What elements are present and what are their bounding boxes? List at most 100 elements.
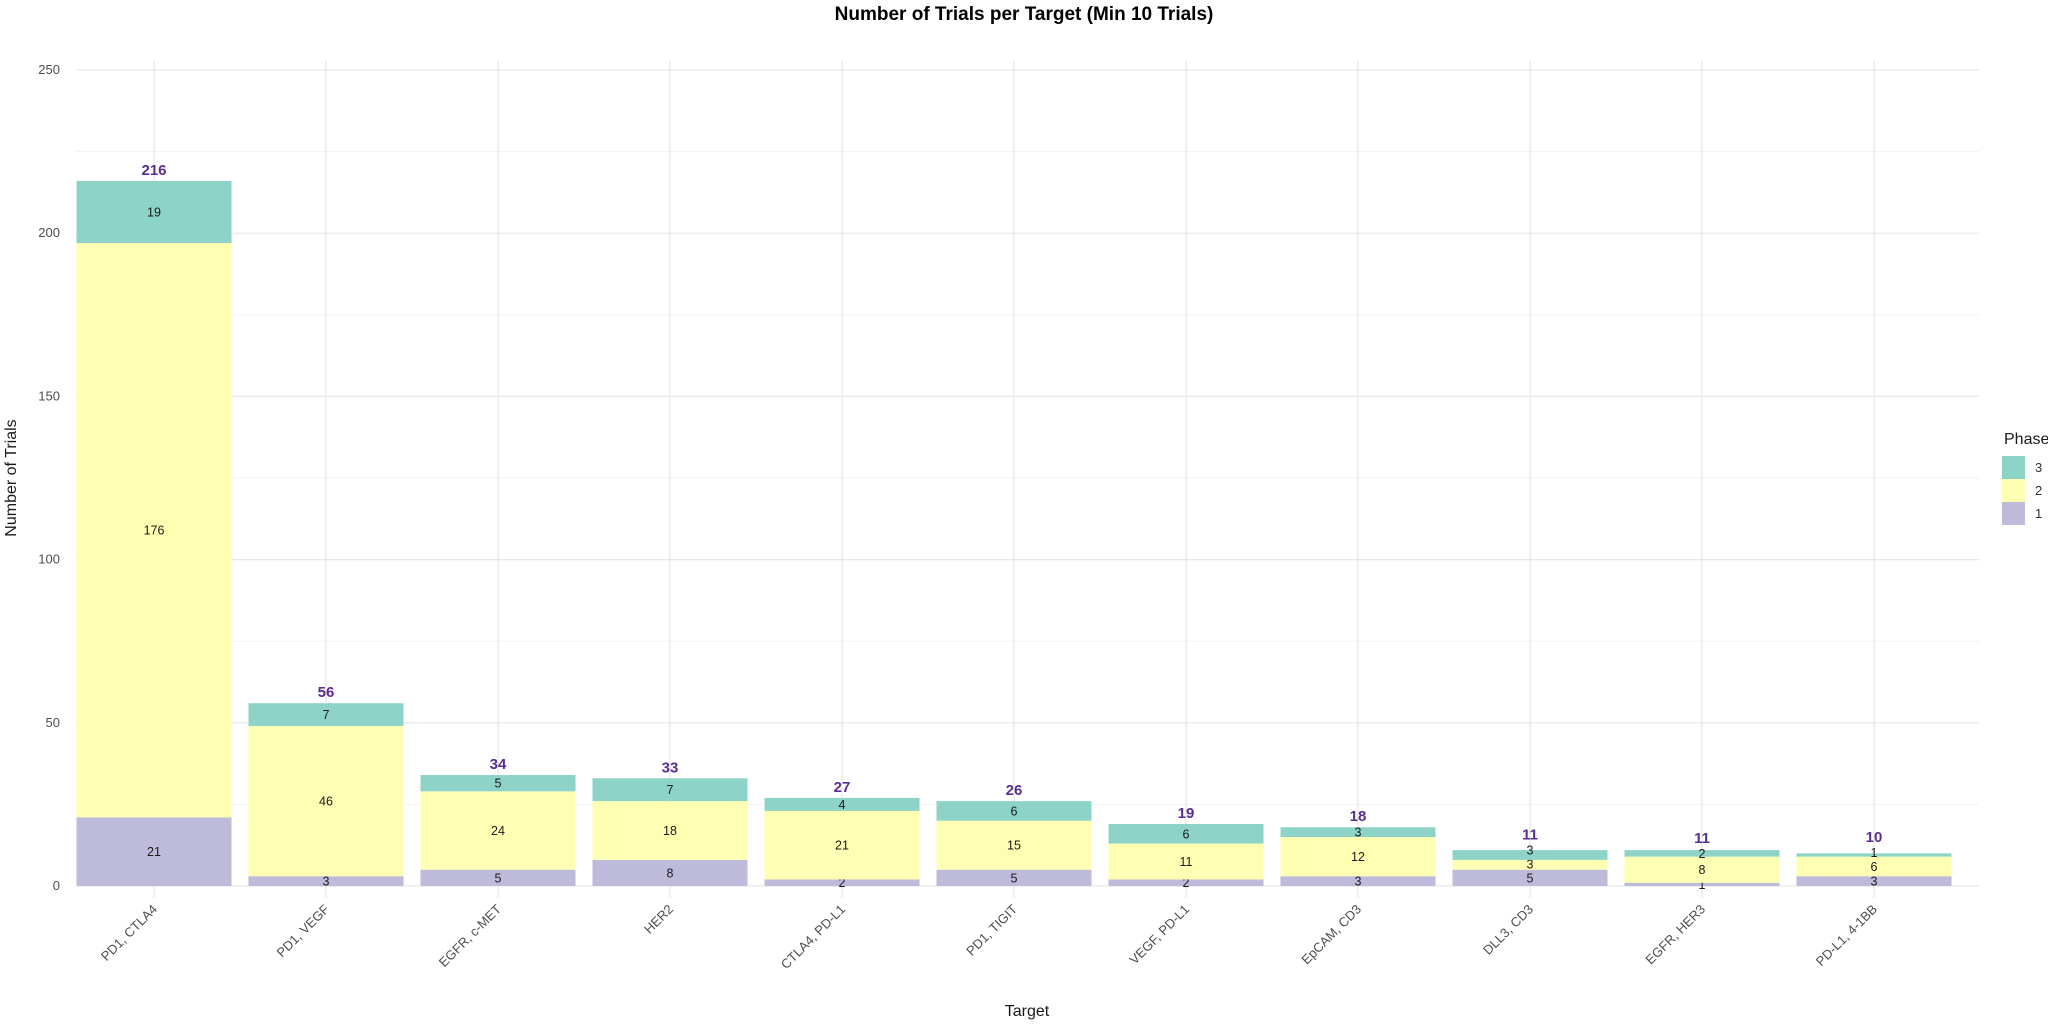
bar-segment-phase-1 — [1624, 882, 1780, 886]
legend-swatch-phase-1 — [2002, 502, 2025, 525]
bar-segment-phase-3 — [420, 775, 576, 792]
segment-value-label: 3 — [1355, 826, 1362, 840]
bar-segment-phase-2 — [1624, 856, 1780, 883]
segment-value-label: 6 — [1871, 860, 1878, 874]
bar-segment-phase-2 — [1108, 843, 1264, 880]
segment-value-label: 18 — [663, 824, 677, 838]
bar-segment-phase-3 — [764, 797, 920, 811]
legend-title: Phase — [2004, 431, 2048, 448]
segment-value-label: 5 — [495, 777, 502, 791]
segment-value-label: 12 — [1351, 850, 1365, 864]
bar-segment-phase-1 — [592, 859, 748, 886]
legend: Phase 3 2 1 — [2002, 431, 2048, 525]
segment-value-label: 15 — [1007, 839, 1021, 853]
segment-value-label: 7 — [323, 708, 330, 722]
segment-value-label: 21 — [147, 845, 161, 859]
y-tick-label: 200 — [38, 225, 60, 240]
x-tick-label: EpCAM, CD3 — [1298, 902, 1364, 968]
segment-value-label: 3 — [1871, 875, 1878, 889]
x-tick-label: PD1, TIGIT — [963, 901, 1020, 958]
bar-segment-phase-3 — [76, 180, 232, 243]
x-tick-label: DLL3, CD3 — [1480, 902, 1536, 958]
segment-value-label: 21 — [835, 839, 849, 853]
chart-title: Number of Trials per Target (Min 10 Tria… — [835, 4, 1214, 25]
bar-segment-phase-1 — [1280, 876, 1436, 886]
segment-value-label: 3 — [1527, 843, 1534, 857]
x-tick-label: EGFR, HER3 — [1642, 902, 1708, 968]
legend-swatch-phase-2 — [2002, 479, 2025, 502]
x-tick-label: HER2 — [641, 902, 676, 937]
bar-segment-phase-2 — [764, 810, 920, 880]
bar-segment-phase-2 — [936, 820, 1092, 870]
x-tick-label: CTLA4, PD-L1 — [778, 902, 848, 972]
total-value-label: 216 — [141, 162, 166, 179]
segment-value-label: 6 — [1011, 804, 1018, 818]
bar-segment-phase-1 — [1796, 876, 1952, 886]
segment-value-label: 1 — [1699, 878, 1706, 892]
segment-value-label: 5 — [1527, 871, 1534, 885]
bar-segment-phase-2 — [1280, 837, 1436, 877]
total-value-label: 11 — [1694, 830, 1710, 847]
x-axis-ticks: PD1, CTLA4 PD1, VEGF EGFR, c-MET HER2 CTLA4,… — [98, 901, 1880, 971]
segment-value-label: 46 — [319, 795, 333, 809]
bars: 2117619216346756524534818733221427515626… — [76, 162, 1952, 892]
segment-value-label: 8 — [667, 866, 674, 880]
x-tick-label: VEGF, PD-L1 — [1126, 902, 1192, 968]
total-value-label: 10 — [1866, 829, 1883, 846]
segment-value-label: 6 — [1183, 827, 1190, 841]
bar-segment-phase-2 — [1796, 856, 1952, 877]
total-value-label: 11 — [1522, 826, 1538, 843]
y-tick-label: 0 — [53, 878, 60, 893]
bar-segment-phase-3 — [592, 778, 748, 802]
total-value-label: 27 — [834, 779, 851, 796]
segment-value-label: 2 — [839, 876, 846, 890]
x-tick-label: PD-L1, 4-1BB — [1813, 902, 1880, 969]
y-tick-label: 100 — [38, 552, 60, 567]
bar-segment-phase-3 — [1624, 850, 1780, 857]
bar-segment-phase-1 — [1108, 879, 1264, 886]
bar-segment-phase-2 — [248, 726, 404, 877]
bar-segment-phase-1 — [76, 817, 232, 886]
bar-segment-phase-2 — [592, 801, 748, 860]
segment-value-label: 24 — [491, 824, 505, 838]
total-value-label: 19 — [1178, 805, 1195, 822]
segment-value-label: 4 — [839, 798, 846, 812]
bar-segment-phase-1 — [936, 869, 1092, 886]
total-value-label: 26 — [1006, 782, 1023, 799]
y-tick-label: 150 — [38, 388, 60, 403]
segment-value-label: 5 — [1011, 871, 1018, 885]
bar-segment-phase-2 — [1452, 859, 1608, 870]
legend-swatch-phase-3 — [2002, 456, 2025, 479]
segment-value-label: 7 — [667, 783, 674, 797]
segment-value-label: 11 — [1180, 855, 1193, 869]
bar-segment-phase-2 — [420, 791, 576, 870]
segment-value-label: 5 — [495, 871, 502, 885]
total-value-label: 33 — [662, 759, 679, 776]
legend-label: 3 — [2035, 460, 2042, 475]
total-value-label: 18 — [1350, 808, 1367, 825]
bar-segment-phase-1 — [420, 869, 576, 886]
x-tick-label: EGFR, c-MET — [436, 901, 504, 969]
y-axis-ticks: 0 50 100 150 200 250 — [38, 62, 60, 893]
segment-value-label: 3 — [1527, 857, 1534, 871]
bar-segment-phase-1 — [1452, 869, 1608, 886]
bar-segment-phase-1 — [764, 879, 920, 886]
segment-value-label: 3 — [323, 875, 330, 889]
bar-segment-phase-3 — [1796, 853, 1952, 857]
segment-value-label: 8 — [1699, 863, 1706, 877]
total-value-label: 34 — [490, 756, 507, 773]
segment-value-label: 3 — [1355, 875, 1362, 889]
bar-segment-phase-3 — [248, 703, 404, 727]
legend-label: 2 — [2035, 483, 2042, 498]
y-tick-label: 250 — [38, 62, 60, 77]
x-tick-label: PD1, CTLA4 — [98, 902, 160, 964]
bar-segment-phase-3 — [1108, 823, 1264, 844]
bar-segment-phase-3 — [1452, 850, 1608, 860]
segment-value-label: 2 — [1183, 876, 1190, 890]
bar-segment-phase-3 — [936, 801, 1092, 821]
total-value-label: 56 — [318, 684, 335, 701]
bar-segment-phase-3 — [1280, 827, 1436, 838]
segment-value-label: 2 — [1699, 847, 1706, 861]
y-tick-label: 50 — [46, 715, 60, 730]
